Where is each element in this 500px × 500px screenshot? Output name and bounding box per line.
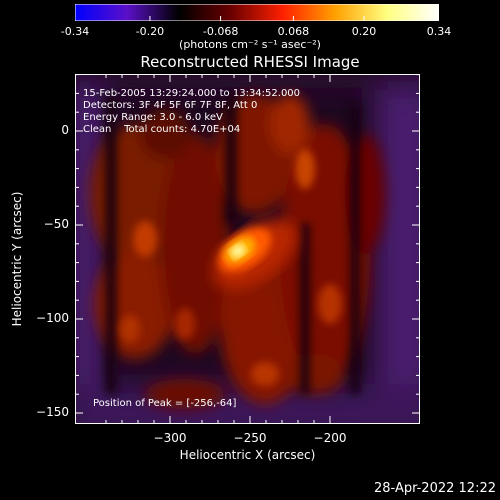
x-axis-tick-label: −300 [153, 431, 187, 445]
annotation-time: 15-Feb-2005 13:29:24.000 to 13:34:52.000 [83, 88, 301, 99]
timestamp: 28-Apr-2022 12:22 [374, 481, 496, 496]
y-axis-tick-label: −100 [36, 311, 69, 325]
colorbar-gradient [74, 3, 440, 22]
annotation-clean: Clean Total counts: 4.70E+04 [83, 124, 241, 135]
diffuse-emission [90, 94, 385, 409]
annotation-detectors: Detectors: 3F 4F 5F 6F 7F 8F, Att 0 [83, 100, 258, 111]
annotation-energy: Energy Range: 3.0 - 6.0 keV [83, 112, 223, 123]
x-axis-tick-label: −200 [313, 431, 347, 445]
peak-source [212, 219, 298, 289]
colorbar-tick-label: 0.20 [351, 25, 377, 38]
x-axis-tick-label: −250 [233, 431, 267, 445]
mottled-emission [120, 149, 342, 386]
y-axis-label: Heliocentric Y (arcsec) [10, 191, 24, 327]
colorbar-tick-label: -0.34 [60, 25, 90, 38]
annotation-peak-position: Position of Peak = [-256,-64] [93, 398, 237, 409]
plot-area: 15-Feb-2005 13:29:24.000 to 13:34:52.000… [65, 64, 435, 444]
chart-title: Reconstructed RHESSI Image [140, 53, 360, 71]
colorbar-tick-label: 0.068 [277, 25, 310, 38]
colorbar-tick-label: 0.34 [426, 25, 452, 38]
x-axis-label: Heliocentric X (arcsec) [179, 448, 316, 462]
y-axis-tick-label: −150 [36, 405, 69, 419]
colorbar-units: (photons cm⁻² s⁻¹ asec⁻²) [179, 38, 321, 51]
dark-lanes [105, 94, 360, 394]
colorbar [74, 3, 440, 22]
colorbar-tick-label: -0.068 [202, 25, 239, 38]
y-axis-tick-label: 0 [61, 123, 69, 137]
colorbar-tick-label: -0.20 [135, 25, 165, 38]
y-axis-tick-label: −50 [43, 217, 69, 231]
